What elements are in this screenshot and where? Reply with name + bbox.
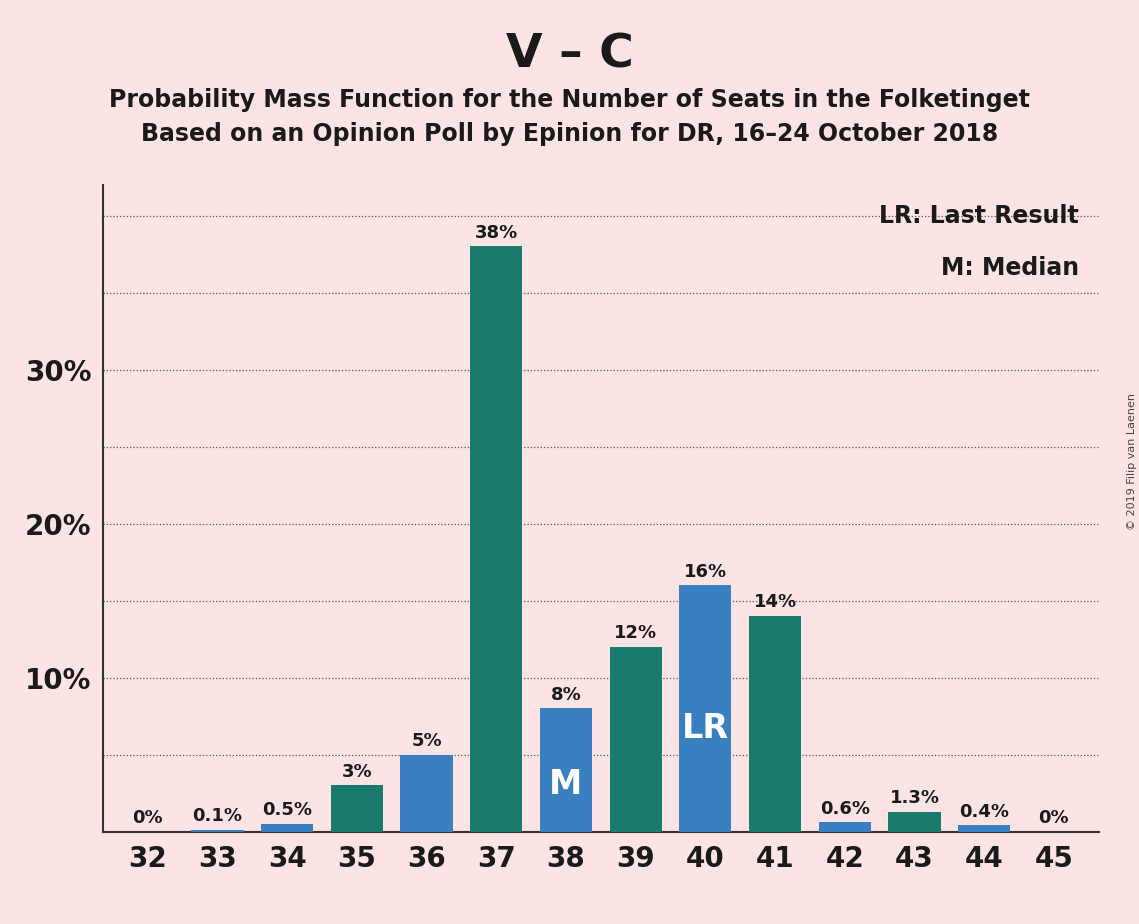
Text: Probability Mass Function for the Number of Seats in the Folketinget: Probability Mass Function for the Number…: [109, 88, 1030, 112]
Bar: [470, 247, 523, 832]
Bar: [191, 830, 244, 832]
Bar: [401, 755, 452, 832]
Bar: [749, 616, 801, 832]
Text: M: M: [549, 768, 583, 801]
Text: 16%: 16%: [683, 563, 727, 580]
Bar: [819, 822, 871, 832]
Text: 14%: 14%: [754, 593, 796, 612]
Text: Based on an Opinion Poll by Epinion for DR, 16–24 October 2018: Based on an Opinion Poll by Epinion for …: [141, 122, 998, 146]
Text: 12%: 12%: [614, 625, 657, 642]
Text: 0%: 0%: [1039, 809, 1070, 827]
Bar: [888, 811, 941, 832]
Text: 8%: 8%: [550, 686, 581, 704]
Text: LR: LR: [682, 711, 729, 745]
Text: 0.1%: 0.1%: [192, 808, 243, 825]
Text: 38%: 38%: [475, 224, 518, 242]
Text: 3%: 3%: [342, 763, 372, 781]
Bar: [958, 825, 1010, 832]
Text: LR: Last Result: LR: Last Result: [879, 204, 1079, 228]
Text: 0.5%: 0.5%: [262, 801, 312, 820]
Bar: [261, 824, 313, 832]
Text: 0.4%: 0.4%: [959, 803, 1009, 821]
Text: 1.3%: 1.3%: [890, 789, 940, 807]
Text: © 2019 Filip van Laenen: © 2019 Filip van Laenen: [1126, 394, 1137, 530]
Text: 5%: 5%: [411, 732, 442, 750]
Text: M: Median: M: Median: [941, 256, 1079, 280]
Bar: [330, 785, 383, 832]
Bar: [540, 709, 592, 832]
Bar: [609, 647, 662, 832]
Text: 0.6%: 0.6%: [820, 800, 870, 818]
Text: V – C: V – C: [506, 32, 633, 78]
Text: 0%: 0%: [132, 809, 163, 827]
Bar: [679, 585, 731, 832]
